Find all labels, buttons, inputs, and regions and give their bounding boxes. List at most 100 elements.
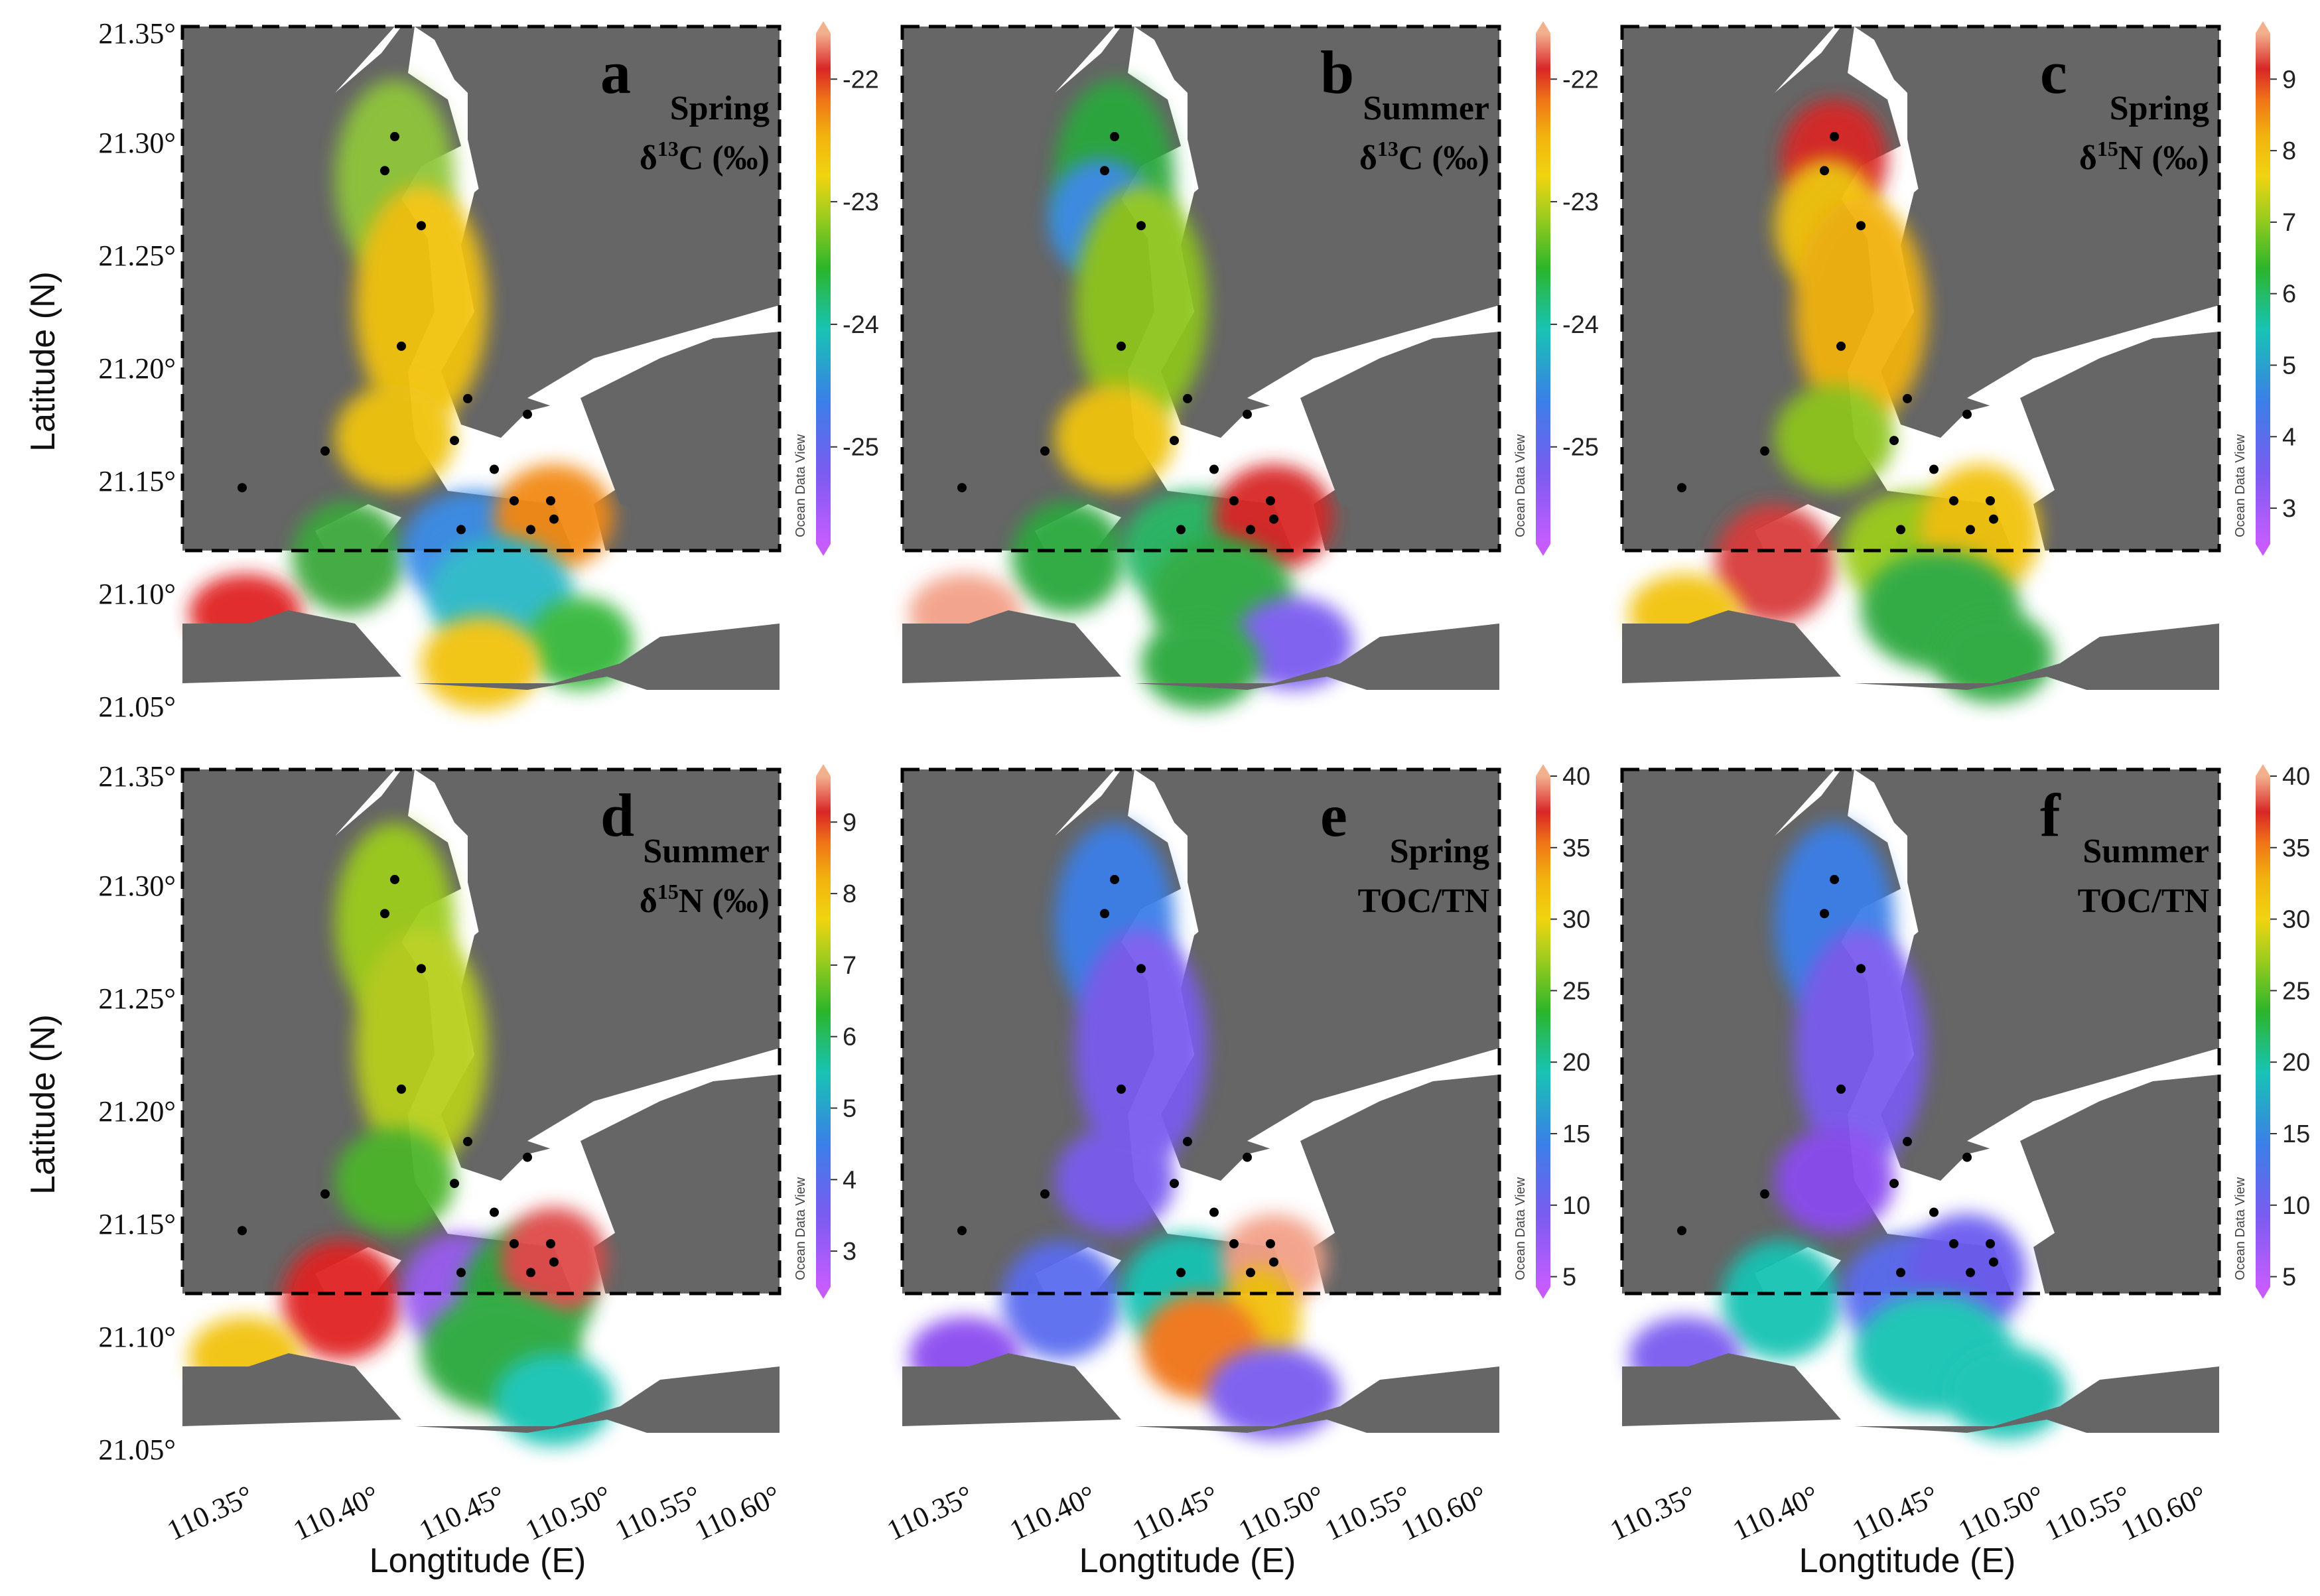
colorbar-tick-label: -24 [1562,311,1599,339]
colorbar-max-arrow [2256,764,2270,776]
station-dot [1989,1257,1998,1267]
sampling-stations [957,874,1278,1278]
coast-land [1300,1075,1499,1287]
lat-tick: 21.35° [98,17,176,50]
colorbar-gradient [816,776,831,1287]
colorbar-max-arrow [1536,21,1550,33]
map-panel-c: c Spring δ15N (‰) Ocean Data View 9 8 7 6 5 4 3 [1620,21,2296,703]
colorbar-tick-label: 10 [2282,1192,2310,1220]
colorbar-max-arrow [2256,21,2270,33]
colorbar: -22 -23 -24 -25 [816,21,879,556]
station-dot [1896,525,1905,535]
colorbar-max-arrow [816,21,831,33]
coast-land [1854,1366,2219,1433]
coastline-mask [182,769,780,1433]
coastline-mask [902,27,1499,690]
colorbar-tick-label: 4 [843,1166,856,1194]
station-dot [1170,436,1179,446]
station-dot [1989,514,1998,524]
colorbar-gradient [1536,776,1550,1287]
field-patch [1934,610,2053,703]
coastline-mask [902,769,1499,1433]
map-frame [900,767,1501,1296]
colorbar-tick-label: -23 [1562,188,1599,216]
station-dot [1269,514,1278,524]
lon-tick: 110.40° [288,1479,384,1547]
colorbar-tick-label: 3 [843,1238,856,1266]
station-dot [1040,446,1050,456]
station-dot [1136,964,1146,974]
station-dot [1896,1268,1905,1278]
field-patch [1012,501,1125,614]
colorbar-tick-label: -25 [843,434,879,462]
coast-land [1854,624,2219,690]
station-dot [1966,1268,1975,1278]
interpolated-field [1629,100,2053,703]
interpolated-field [909,80,1353,710]
colorbar-tick-label: 9 [2282,66,2296,94]
field-patch [355,929,488,1167]
station-dot [450,1179,459,1189]
colorbar-tick-label: -23 [843,188,879,216]
colorbar-min-arrow [1536,1287,1550,1299]
station-dot [1830,131,1839,141]
odv-watermark: Ocean Data View [2233,434,2248,537]
station-dot [523,409,532,419]
station-dot [1246,1268,1255,1278]
sampling-stations [1677,131,1998,535]
coast-land [580,1075,780,1287]
sampling-stations [1677,874,1998,1278]
odv-watermark: Ocean Data View [793,434,808,537]
colorbar-min-arrow [2256,1287,2270,1299]
lon-tick: 110.35° [882,1479,978,1547]
field-patch [1207,1347,1340,1439]
lat-tick: 21.15° [98,465,176,498]
colorbar-tick-label: -25 [1562,434,1599,462]
station-dot [1176,1268,1186,1278]
station-dot [1986,496,1995,505]
lon-tick: 110.55° [1320,1479,1416,1547]
interpolated-field [1629,823,2067,1439]
colorbar: 9 8 7 6 5 4 3 [2256,21,2296,556]
station-dot [549,1257,559,1267]
latitude-ticks-bottom: 21.35° 21.30° 21.25° 21.20° 21.15° 21.10… [98,760,176,1466]
field-patch [1775,1128,1894,1234]
coast-land [1134,1366,1499,1433]
colorbar-tick-label: 7 [2282,209,2296,237]
coast-land [902,610,1121,683]
colorbar-tick-label: 10 [1562,1192,1590,1220]
station-dot [490,1207,499,1217]
station-dot [1929,1207,1939,1217]
coast-land [182,769,299,1294]
coast-land [415,624,780,690]
lat-tick: 21.20° [98,1095,176,1128]
longitude-ticks-right: 110.35° 110.40° 110.45° 110.50° 110.55° … [1605,1479,2212,1547]
station-dot [463,1136,472,1146]
colorbar-gradient [1536,33,1550,544]
colorbar-tick-label: 20 [1562,1049,1590,1077]
coast-land [468,769,780,1068]
colorbar-tick-label: 20 [2282,1049,2310,1077]
lat-tick: 21.15° [98,1208,176,1240]
lat-tick: 21.20° [98,352,176,385]
panel-letter: b [1320,38,1354,106]
x-axis-title-right: Longtitude (E) [1799,1542,2016,1580]
lon-tick: 110.40° [1004,1479,1101,1547]
x-axis-title-left: Longtitude (E) [370,1542,586,1580]
station-dot [1183,1136,1192,1146]
colorbar-tick-label: -22 [843,66,879,94]
colorbar-tick-label: -24 [843,311,879,339]
coast-land [182,610,401,683]
station-dot [417,964,426,974]
station-dot [526,525,535,535]
station-dot [238,483,247,493]
station-dot [1903,393,1912,403]
lon-tick: 110.40° [1728,1479,1824,1547]
station-dot [1117,1084,1126,1094]
colorbar-tick-label: 35 [2282,834,2310,862]
coast-land [1134,624,1499,690]
panel-season: Summer [2082,832,2209,870]
colorbar-tick-label: 15 [2282,1120,2310,1148]
station-dot [1760,1189,1769,1199]
field-patch [1795,199,1927,425]
